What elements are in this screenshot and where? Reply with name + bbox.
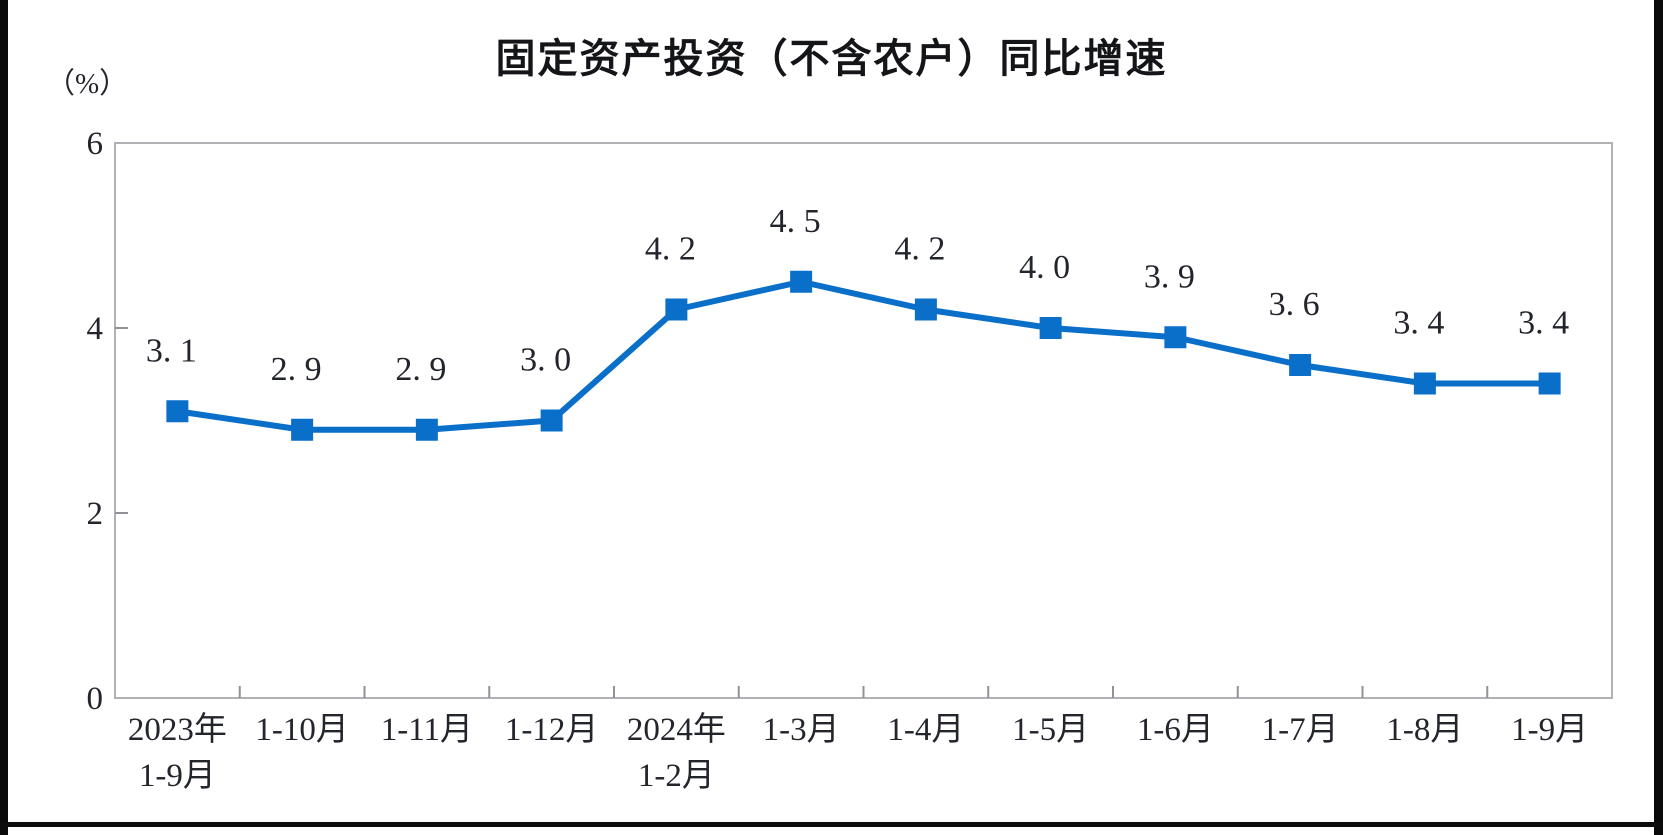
- x-category-label-line: 1-9月: [1511, 712, 1588, 748]
- x-category-label-line: 2023年: [128, 711, 227, 748]
- x-category-label: 1-7月: [1262, 712, 1339, 748]
- series-markers: [166, 270, 1561, 441]
- x-category-label-line: 1-4月: [887, 712, 964, 748]
- data-point-marker: [1164, 326, 1187, 349]
- left-edge-bar: [0, 0, 8, 835]
- x-category-label-line: 1-5月: [1012, 712, 1089, 748]
- y-tick-label: 0: [87, 681, 104, 717]
- data-point-label: 4. 2: [894, 231, 945, 268]
- x-category-label: 1-10月: [255, 712, 349, 748]
- y-tick-label: 6: [87, 126, 104, 162]
- x-category-label-line: 1-2月: [638, 758, 715, 794]
- series-line: [174, 278, 1553, 433]
- data-point-marker: [1289, 354, 1312, 376]
- x-category-label: 1-5月: [1012, 712, 1089, 748]
- x-category-label: 1-11月: [381, 712, 473, 748]
- data-point-label: 4. 5: [770, 203, 821, 240]
- data-point-marker: [790, 270, 813, 293]
- x-category-label-line: 2024年: [627, 711, 726, 748]
- data-point-label: 4. 0: [1019, 249, 1070, 286]
- x-axis: 2023年 1-9月 1-10月 1-11月 1-12月 2024年 1-2月 1-3月 1-4…: [128, 686, 1588, 794]
- y-axis: 0 2 4 6: [87, 126, 128, 717]
- x-category-label-line: 1-11月: [381, 712, 473, 748]
- y-tick-label: 2: [87, 496, 104, 532]
- data-point-label: 3. 4: [1393, 305, 1444, 342]
- data-point-marker: [665, 298, 688, 321]
- data-point-label: 3. 4: [1518, 305, 1569, 342]
- x-category-label: 1-8月: [1386, 712, 1463, 748]
- x-category-label: 1-3月: [763, 712, 840, 748]
- data-point-marker: [415, 418, 438, 441]
- data-point-label: 2. 9: [271, 351, 322, 388]
- page-divider-rule: [0, 822, 1663, 827]
- data-point-label: 3. 1: [146, 332, 197, 369]
- right-edge-bar: [1654, 0, 1663, 835]
- y-axis-unit-label: （%）: [46, 68, 129, 100]
- data-point-marker: [291, 418, 314, 441]
- x-category-label-line: 1-12月: [505, 712, 599, 748]
- x-category-label: 1-12月: [505, 712, 599, 748]
- x-category-label-line: 1-10月: [255, 712, 349, 748]
- x-category-label: 2023年 1-9月: [128, 711, 227, 794]
- data-point-marker: [1413, 372, 1436, 395]
- x-category-label-line: 1-8月: [1386, 712, 1463, 748]
- data-point-label: 3. 0: [520, 342, 571, 379]
- x-category-label: 2024年 1-2月: [627, 711, 726, 794]
- data-point-label: 4. 2: [645, 231, 696, 268]
- x-category-label: 1-4月: [887, 712, 964, 748]
- data-point-marker: [1538, 372, 1561, 395]
- x-category-label-line: 1-7月: [1262, 712, 1339, 748]
- x-category-label-line: 1-9月: [139, 758, 216, 794]
- data-point-marker: [1039, 317, 1062, 339]
- data-point-marker: [166, 400, 189, 423]
- data-point-marker: [540, 409, 563, 432]
- y-tick-label: 4: [87, 311, 104, 347]
- x-category-label-line: 1-3月: [763, 712, 840, 748]
- x-category-label-line: 1-6月: [1137, 712, 1214, 748]
- data-point-marker: [914, 298, 937, 321]
- chart-title: 固定资产投资（不含农户）同比增速: [495, 37, 1168, 81]
- series-data-labels: 3. 1 2. 9 2. 9 3. 0 4. 2 4. 5 4. 2 4. 0 3. 9 3. 6…: [146, 203, 1569, 388]
- data-point-label: 2. 9: [395, 351, 446, 388]
- data-point-label: 3. 6: [1269, 286, 1320, 323]
- plot-frame: [114, 142, 1613, 699]
- x-category-label: 1-9月: [1511, 712, 1588, 748]
- data-point-label: 3. 9: [1144, 258, 1195, 295]
- x-category-label: 1-6月: [1137, 712, 1214, 748]
